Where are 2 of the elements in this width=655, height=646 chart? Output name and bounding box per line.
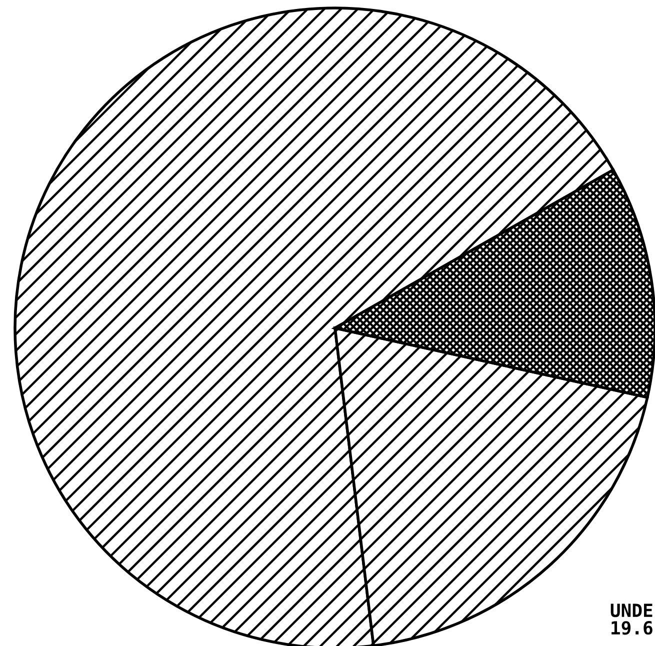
- slice-label: UNDE: [610, 604, 652, 618]
- data-label: 19.6: [612, 621, 652, 635]
